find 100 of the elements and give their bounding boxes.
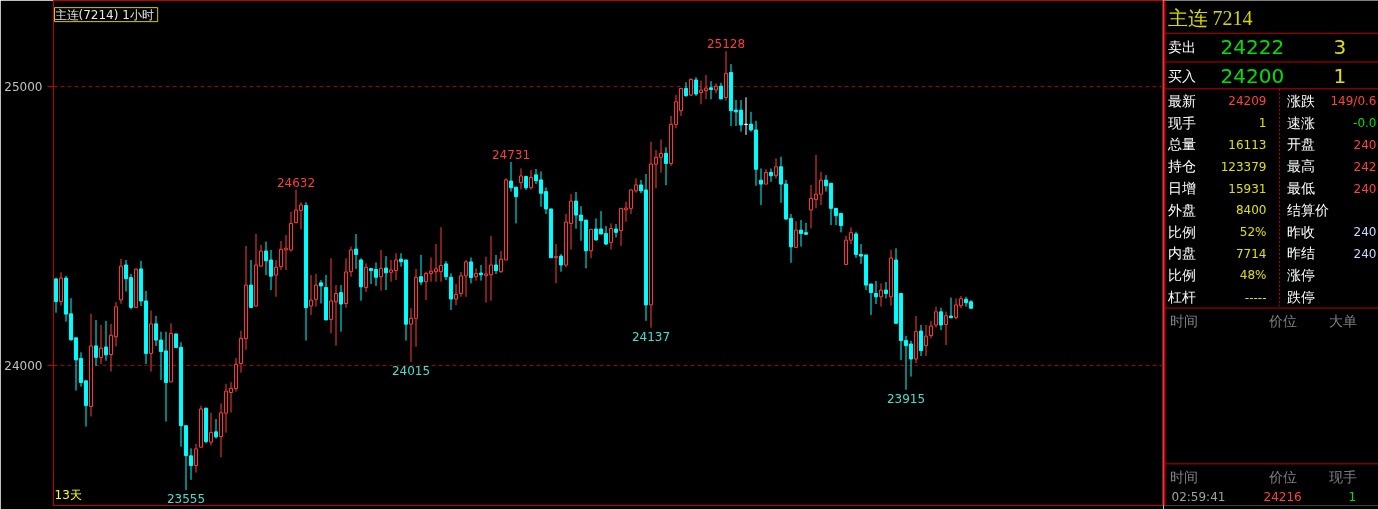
annotation: 23915 — [886, 391, 926, 406]
candlestick — [333, 284, 339, 347]
candlestick — [448, 272, 454, 311]
candlestick — [838, 212, 844, 233]
text: 总量 — [1166, 136, 1196, 153]
text: 24200 — [1220, 63, 1285, 88]
candlestick — [798, 219, 804, 248]
candlestick — [273, 259, 279, 298]
candlestick — [803, 222, 809, 235]
candlestick — [608, 222, 614, 250]
candlestick — [368, 267, 374, 285]
text: -0.0 — [1353, 116, 1377, 131]
candlestick — [473, 267, 479, 282]
text: 123379 — [1220, 159, 1267, 174]
candlestick — [98, 324, 104, 365]
candlestick — [853, 231, 859, 259]
candlestick — [768, 167, 774, 183]
candlestick — [223, 383, 229, 434]
candlestick — [818, 171, 824, 206]
text: 15931 — [1228, 181, 1267, 196]
candlestick — [428, 256, 434, 283]
text: 1 — [1348, 490, 1357, 505]
candlestick — [553, 243, 559, 284]
candlestick — [878, 282, 884, 308]
text: 时间 — [1169, 468, 1198, 485]
text: 最低 — [1286, 180, 1315, 197]
text: ----- — [1244, 290, 1267, 305]
candlestick — [378, 249, 384, 292]
candlestick — [518, 167, 524, 190]
annotation: 23555 — [166, 492, 206, 507]
text: 240 — [1353, 225, 1377, 240]
text: 7714 — [1235, 247, 1267, 261]
candlestick — [703, 74, 709, 100]
candlestick — [353, 233, 359, 270]
text: 240 — [1353, 181, 1377, 196]
text: 主连(7214) 1小时 — [54, 7, 154, 22]
candlestick — [628, 188, 634, 215]
candlestick — [738, 99, 744, 133]
candlestick — [538, 171, 544, 208]
text: 日增 — [1167, 180, 1196, 197]
candlestick — [483, 256, 489, 304]
candlestick — [268, 249, 274, 291]
text: 1 — [1258, 116, 1267, 131]
candlestick — [758, 167, 764, 206]
annotation: 13天 — [54, 488, 82, 503]
text: 240 — [1353, 247, 1377, 261]
candlestick — [908, 340, 914, 378]
candlestick — [443, 260, 449, 281]
text: 比例 — [1167, 223, 1196, 240]
candlestick — [873, 280, 879, 305]
text: 涨跌 — [1286, 92, 1315, 109]
text: 昨结 — [1286, 245, 1315, 262]
candlestick — [438, 226, 444, 283]
text: 主连 7214 — [1167, 7, 1253, 30]
annotation: 25128 — [706, 37, 746, 52]
candlestick — [508, 161, 514, 193]
candlestick — [248, 259, 254, 309]
text: 价位 — [1267, 312, 1297, 329]
candlestick — [883, 281, 889, 299]
candlestick — [923, 324, 929, 357]
text: 比例 — [1167, 267, 1196, 284]
candlestick — [808, 184, 814, 229]
candlestick — [328, 257, 334, 334]
candlestick — [613, 223, 619, 238]
text: 速涨 — [1286, 114, 1315, 131]
text: 卖出 — [1167, 39, 1196, 56]
text: 3 — [1333, 35, 1347, 60]
candlestick — [793, 220, 799, 248]
candlestick — [213, 418, 219, 440]
candlestick — [58, 271, 64, 306]
candlestick — [193, 443, 199, 474]
text: 149/0.6 — [1330, 93, 1377, 108]
text: 跌停 — [1286, 289, 1315, 306]
text: 持仓 — [1167, 158, 1196, 175]
candlestick — [468, 256, 474, 284]
candlestick — [208, 412, 214, 447]
candlestick — [683, 81, 689, 98]
annotation: 24015 — [391, 363, 431, 378]
candlestick — [308, 274, 314, 316]
text: 48% — [1239, 268, 1267, 283]
candlestick — [278, 240, 284, 271]
candlestick — [713, 82, 719, 94]
candlestick — [338, 284, 344, 333]
text: 最新 — [1167, 92, 1196, 109]
candlestick — [938, 307, 944, 331]
candlestick — [263, 241, 269, 276]
candlestick — [318, 279, 324, 304]
candlestick — [93, 319, 99, 367]
candlestick — [698, 80, 704, 105]
text: 昨收 — [1286, 223, 1315, 240]
text: 内盘 — [1167, 245, 1196, 262]
candlestick — [313, 273, 319, 308]
candlestick — [463, 259, 469, 298]
candlestick — [453, 283, 459, 306]
candlestick — [433, 243, 439, 283]
candlestick — [103, 320, 109, 362]
text: 时间 — [1169, 312, 1198, 329]
candlestick — [478, 264, 484, 282]
text: 8400 — [1235, 203, 1267, 218]
candlestick — [418, 254, 424, 286]
